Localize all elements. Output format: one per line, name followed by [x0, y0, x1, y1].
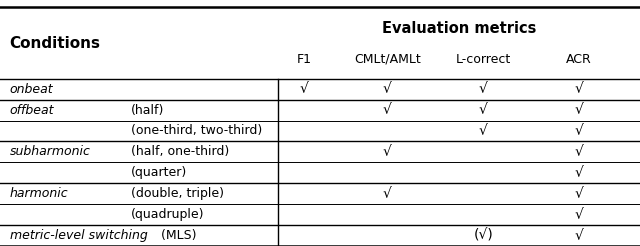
Text: √: √: [479, 103, 488, 117]
Text: (double, triple): (double, triple): [131, 187, 224, 200]
Text: √: √: [479, 124, 488, 138]
Text: onbeat: onbeat: [10, 83, 53, 96]
Text: √: √: [575, 187, 584, 201]
Text: harmonic: harmonic: [10, 187, 68, 200]
Text: Conditions: Conditions: [10, 36, 100, 50]
Text: (quadruple): (quadruple): [131, 208, 205, 221]
Text: (one-third, two-third): (one-third, two-third): [131, 124, 262, 138]
Text: offbeat: offbeat: [10, 104, 54, 117]
Text: √: √: [575, 82, 584, 96]
Text: √: √: [575, 103, 584, 117]
Text: F1: F1: [296, 53, 312, 65]
Text: √: √: [575, 208, 584, 222]
Text: √: √: [300, 82, 308, 96]
Text: √: √: [479, 82, 488, 96]
Text: √: √: [383, 187, 392, 201]
Text: √: √: [575, 166, 584, 180]
Text: (half, one-third): (half, one-third): [131, 145, 230, 158]
Text: √: √: [383, 103, 392, 117]
Text: √: √: [575, 145, 584, 159]
Text: metric-level switching: metric-level switching: [10, 229, 147, 242]
Text: √: √: [383, 82, 392, 96]
Text: ACR: ACR: [566, 53, 592, 65]
Text: Evaluation metrics: Evaluation metrics: [382, 21, 536, 36]
Text: L-correct: L-correct: [456, 53, 511, 65]
Text: (√): (√): [474, 229, 493, 243]
Text: (MLS): (MLS): [157, 229, 196, 242]
Text: √: √: [383, 145, 392, 159]
Text: √: √: [575, 229, 584, 243]
Text: √: √: [575, 124, 584, 138]
Text: (quarter): (quarter): [131, 166, 188, 179]
Text: subharmonic: subharmonic: [10, 145, 90, 158]
Text: (half): (half): [131, 104, 164, 117]
Text: CMLt/AMLt: CMLt/AMLt: [354, 53, 420, 65]
